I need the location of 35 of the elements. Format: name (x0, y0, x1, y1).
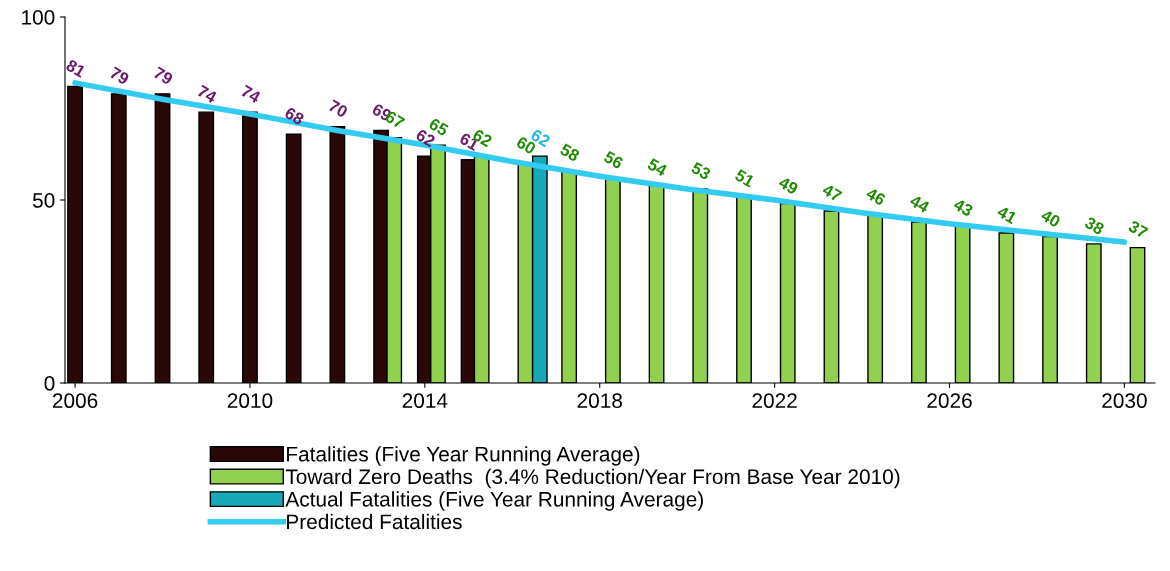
x-tick-label: 2022 (752, 393, 797, 409)
data-label: 37 (1127, 219, 1149, 239)
data-label: 56 (603, 150, 625, 170)
legend-label: Predicted Fatalities (287, 513, 462, 530)
legend-label: Fatalities (Five Year Running Average) (287, 446, 640, 466)
x-tick-label: 2030 (1102, 393, 1147, 409)
x-tick-label: 2026 (927, 393, 972, 409)
y-tick-label: 50 (32, 193, 55, 208)
data-label: 43 (952, 197, 974, 217)
legend-label: Actual Fatalities (Five Year Running Average) (285, 491, 703, 511)
data-label: 70 (327, 99, 349, 119)
data-label: 81 (65, 58, 87, 78)
data-label: 44 (908, 194, 931, 214)
data-label: 47 (821, 183, 843, 203)
x-tick-label: 2018 (577, 393, 622, 409)
data-label: 54 (646, 157, 669, 177)
data-label: 38 (1083, 216, 1106, 236)
data-label: 68 (283, 106, 305, 126)
data-label: 40 (1040, 208, 1062, 228)
data-label: 46 (865, 186, 887, 206)
data-label: 53 (690, 161, 712, 181)
data-label: 79 (109, 66, 130, 86)
data-label: 74 (240, 84, 262, 104)
y-tick-label: 100 (22, 10, 55, 25)
data-label: 49 (777, 175, 799, 195)
legend-label: Toward Zero Deaths (3.4% Reduction/Year From Base Year 2010) (285, 468, 900, 489)
data-label: 74 (196, 84, 218, 104)
x-tick-label: 2014 (402, 393, 448, 409)
x-tick-label: 2006 (52, 393, 98, 409)
data-label: 41 (996, 205, 1018, 225)
data-label: 51 (734, 168, 756, 188)
data-label: 58 (559, 143, 581, 163)
x-tick-label: 2010 (227, 393, 273, 409)
y-tick-label: 0 (44, 376, 55, 391)
data-label: 79 (152, 66, 174, 86)
